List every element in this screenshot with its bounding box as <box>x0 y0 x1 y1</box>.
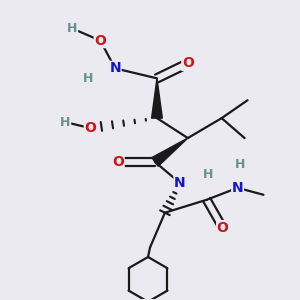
Text: N: N <box>232 181 243 195</box>
Polygon shape <box>152 78 162 118</box>
Text: H: H <box>60 116 70 129</box>
Text: O: O <box>94 34 106 47</box>
Text: N: N <box>174 176 186 190</box>
Polygon shape <box>152 138 188 166</box>
Text: O: O <box>217 220 229 235</box>
Text: N: N <box>109 61 121 75</box>
Text: H: H <box>234 158 245 171</box>
Text: H: H <box>202 168 213 182</box>
Text: H: H <box>67 22 77 35</box>
Text: H: H <box>83 72 94 85</box>
Text: O: O <box>112 155 124 169</box>
Text: O: O <box>84 121 96 135</box>
Text: O: O <box>182 56 194 70</box>
